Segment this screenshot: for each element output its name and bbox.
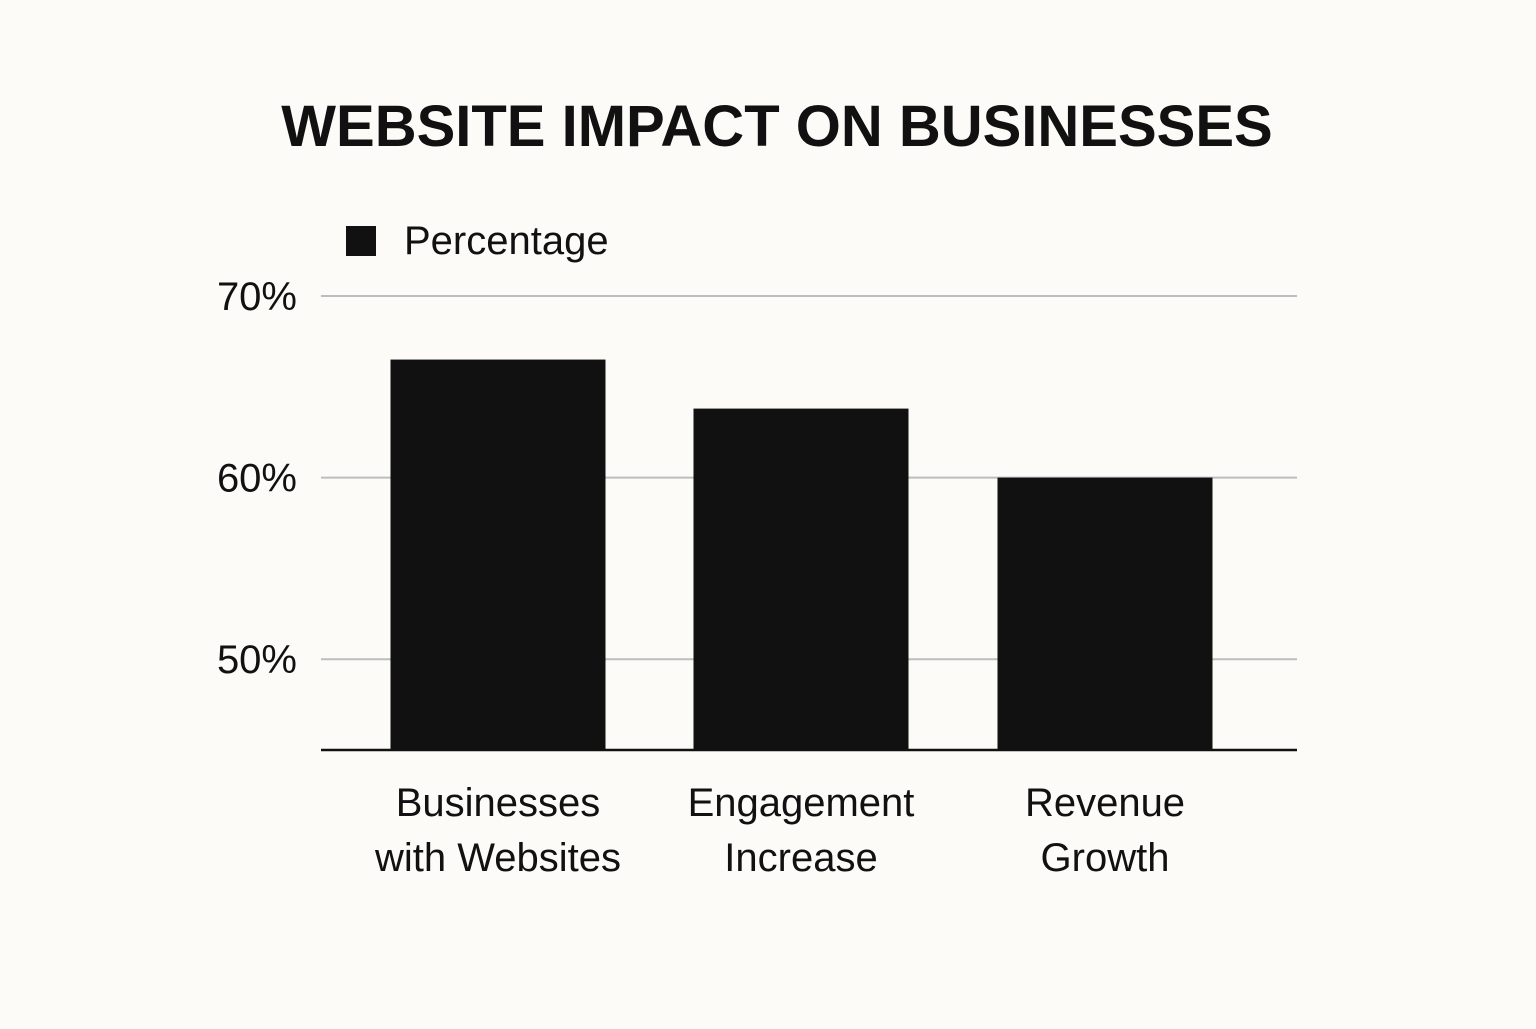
- x-tick-label-line: Growth: [1041, 836, 1170, 880]
- x-tick-label-line: Engagement: [688, 781, 915, 825]
- bars: [390, 359, 1213, 750]
- x-tick-label: Engagement Increase: [688, 781, 915, 880]
- y-tick-label: 50%: [217, 638, 297, 682]
- legend-label: Percentage: [404, 219, 609, 263]
- chart-title: WEBSITE IMPACT ON BUSINESSES: [281, 94, 1272, 159]
- x-tick-label-line: with Websites: [374, 836, 621, 880]
- y-axis-ticks: 50% 60% 70%: [217, 275, 297, 682]
- y-tick-label: 70%: [217, 275, 297, 319]
- x-tick-label: Revenue Growth: [1025, 781, 1185, 880]
- y-tick-label: 60%: [217, 457, 297, 501]
- x-tick-label-line: Businesses: [396, 781, 601, 825]
- bar: [997, 477, 1213, 750]
- legend-swatch: [346, 226, 376, 256]
- x-tick-label-line: Increase: [724, 836, 877, 880]
- x-tick-label-line: Revenue: [1025, 781, 1185, 825]
- bar: [693, 408, 909, 750]
- bar: [390, 359, 606, 750]
- x-axis-labels: Businesses with Websites Engagement Increas…: [374, 781, 1185, 880]
- x-tick-label: Businesses with Websites: [374, 781, 621, 880]
